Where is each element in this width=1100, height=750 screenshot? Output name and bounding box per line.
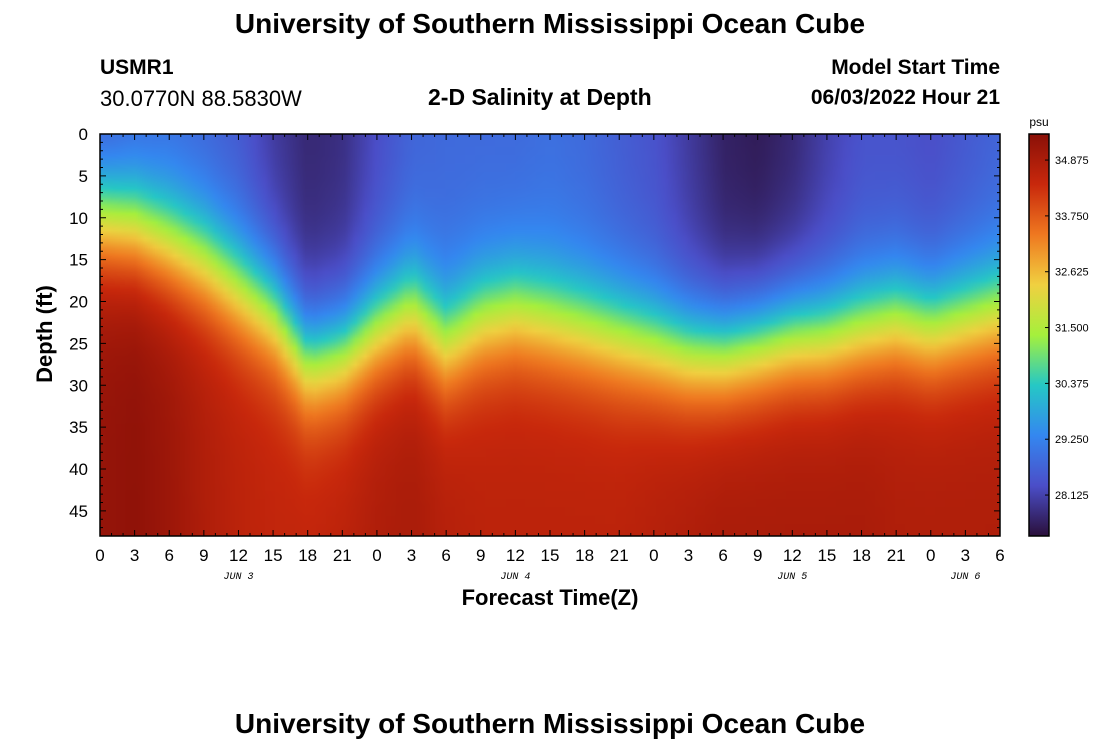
x-tick-label: 0 (926, 546, 935, 565)
footer-title: University of Southern Mississippi Ocean… (234, 708, 866, 739)
colorbar-tick-label: 28.125 (1055, 490, 1089, 502)
colorbar (1028, 133, 1050, 537)
x-tick-label: 21 (610, 546, 629, 565)
x-tick-label: 3 (684, 546, 693, 565)
x-tick-label: 18 (298, 546, 317, 565)
x-tick-label: 0 (372, 546, 381, 565)
date-label: JUN 4 (500, 572, 530, 583)
colorbar-unit: psu (1029, 115, 1048, 129)
colorbar-tick-label: 29.250 (1055, 434, 1089, 446)
x-tick-label: 18 (852, 546, 871, 565)
plot-frame (99, 133, 1001, 537)
x-tick-label: 12 (229, 546, 248, 565)
y-tick-label: 5 (79, 167, 88, 186)
x-tick-label: 9 (753, 546, 762, 565)
chart-subtitle: 2-D Salinity at Depth (428, 84, 652, 110)
x-tick-label: 3 (130, 546, 139, 565)
colorbar-tick-label: 32.625 (1055, 267, 1089, 279)
x-tick-label: 0 (649, 546, 658, 565)
x-tick-label: 6 (441, 546, 450, 565)
colorbar-tick-label: 31.500 (1055, 323, 1089, 335)
x-tick-label: 21 (887, 546, 906, 565)
x-tick-label: 3 (961, 546, 970, 565)
x-tick-label: 6 (164, 546, 173, 565)
x-tick-label: 15 (264, 546, 283, 565)
y-tick-label: 35 (69, 418, 88, 437)
x-tick-label: 18 (575, 546, 594, 565)
x-tick-label: 6 (995, 546, 1004, 565)
x-tick-label: 3 (407, 546, 416, 565)
y-tick-label: 15 (69, 251, 88, 270)
x-tick-label: 9 (199, 546, 208, 565)
station-coordinates: 30.0770N 88.5830W (100, 86, 302, 111)
colorbar-tick-label: 30.375 (1055, 378, 1089, 390)
y-tick-label: 25 (69, 334, 88, 353)
x-tick-label: 12 (783, 546, 802, 565)
salinity-heatmap (100, 134, 1000, 536)
date-label: JUN 6 (950, 572, 980, 583)
y-tick-label: 30 (69, 376, 88, 395)
colorbar-tick-label: 34.875 (1055, 155, 1089, 167)
x-tick-label: 15 (817, 546, 836, 565)
x-tick-label: 6 (718, 546, 727, 565)
model-start-label: Model Start Time (831, 56, 1000, 79)
y-axis-title: Depth (ft) (32, 285, 57, 383)
y-tick-label: 40 (69, 460, 88, 479)
y-tick-label: 10 (69, 209, 88, 228)
y-tick-label: 45 (69, 502, 88, 521)
x-tick-label: 21 (333, 546, 352, 565)
x-tick-label: 9 (476, 546, 485, 565)
x-tick-label: 0 (95, 546, 104, 565)
date-label: JUN 5 (777, 572, 807, 583)
model-start-value: 06/03/2022 Hour 21 (810, 86, 1000, 109)
date-label: JUN 3 (223, 572, 253, 583)
x-tick-label: 15 (541, 546, 560, 565)
x-axis-title: Forecast Time(Z) (462, 585, 639, 610)
colorbar-tick-label: 33.750 (1055, 211, 1089, 223)
page-title: University of Southern Mississippi Ocean… (234, 8, 866, 39)
y-tick-label: 20 (69, 293, 88, 312)
station-id: USMR1 (100, 56, 174, 79)
y-tick-label: 0 (79, 125, 88, 144)
x-tick-label: 12 (506, 546, 525, 565)
